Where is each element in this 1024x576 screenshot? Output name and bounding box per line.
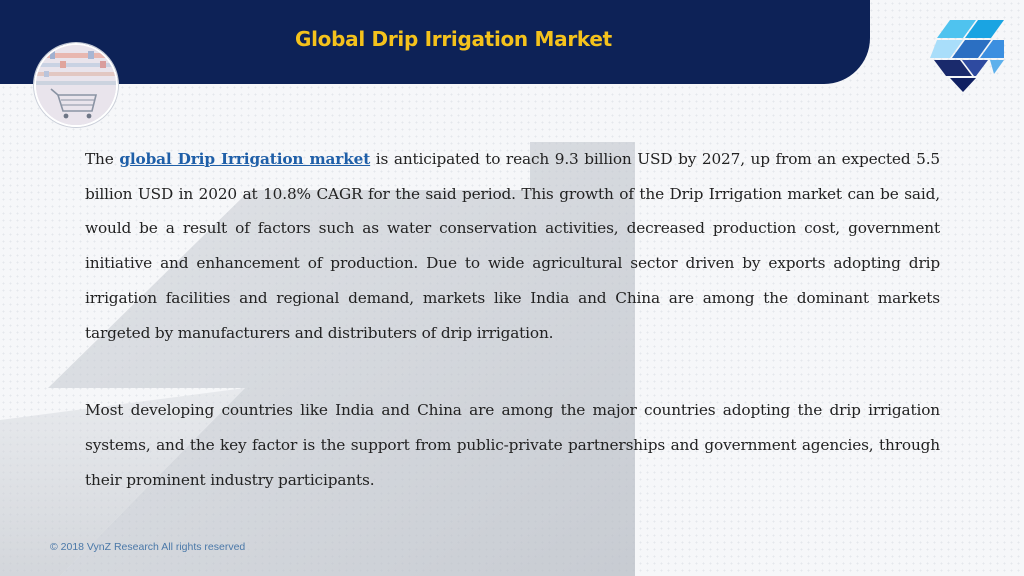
paragraph-1: The global Drip Irrigation market is ant… <box>85 142 940 350</box>
paragraph-2: Most developing countries like India and… <box>85 401 940 489</box>
paragraph-1-body: is anticipated to reach 9.3 billion USD … <box>85 150 940 342</box>
main-content: The global Drip Irrigation market is ant… <box>85 142 940 497</box>
paragraph-1-prefix: The <box>85 150 120 168</box>
drip-irrigation-market-link[interactable]: global Drip Irrigation market <box>119 150 371 168</box>
footer-copyright: © 2018 VynZ Research All rights reserved <box>50 541 246 553</box>
supermarket-image-icon <box>36 45 116 125</box>
page-title: Global Drip Irrigation Market <box>295 27 612 51</box>
header-bar <box>0 0 870 84</box>
shopping-cart-photo <box>34 43 118 127</box>
vynz-logo-icon <box>930 20 1004 92</box>
